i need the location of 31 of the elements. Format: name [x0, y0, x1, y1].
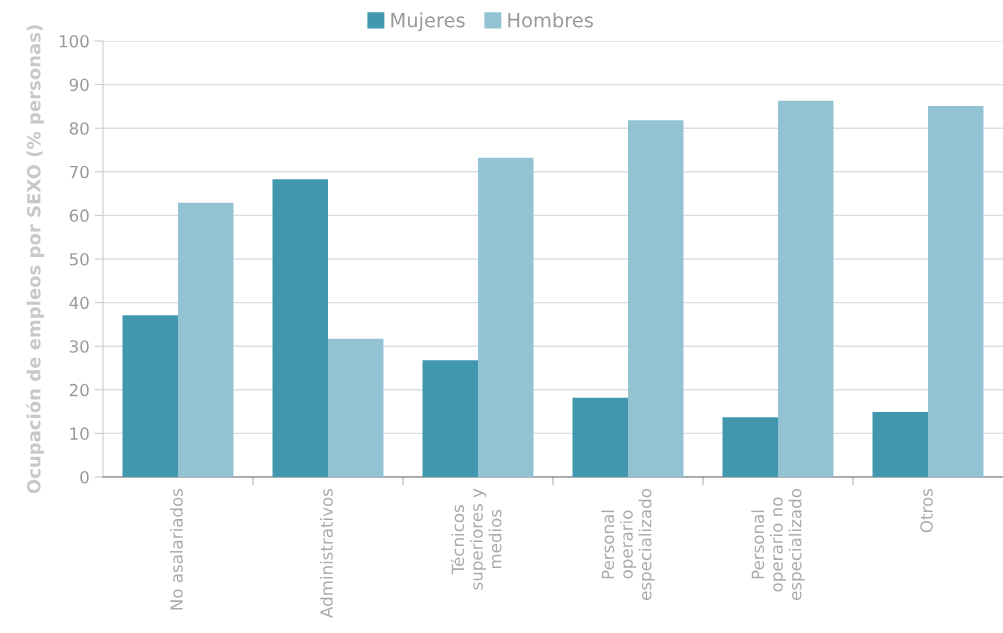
x-tick-label: Otros: [920, 488, 933, 533]
x-tick-label: Personal operario especializado: [601, 489, 655, 600]
bar: [422, 360, 478, 477]
bar: [778, 100, 834, 477]
x-tick-label: Personal operario no especializado: [751, 489, 805, 600]
y-tick-label: 60: [69, 209, 89, 222]
legend-label: Hombres: [508, 12, 593, 28]
y-tick-label: 50: [69, 252, 89, 266]
x-tick-label: No asalariados: [169, 488, 183, 610]
bar: [478, 157, 534, 477]
bar: [722, 417, 778, 477]
y-tick-label: 10: [70, 427, 89, 440]
bar: [628, 120, 684, 477]
y-tick-label: 90: [69, 78, 89, 92]
bar: [872, 412, 928, 477]
y-tick-label: 30: [69, 340, 89, 353]
bar: [178, 202, 234, 477]
bar: [272, 179, 328, 477]
y-tick-label: 0: [80, 470, 89, 484]
x-tick-label: Técnicos superiores y medios: [450, 488, 502, 590]
y-tick-label: 20: [69, 383, 89, 397]
y-tick-label: 80: [69, 122, 89, 135]
y-tick-label: 70: [69, 165, 89, 179]
bar: [328, 338, 384, 477]
legend-label: Mujeres: [391, 12, 465, 32]
bar: [122, 315, 178, 477]
bar: [928, 105, 984, 477]
y-tick-label: 40: [69, 296, 89, 310]
x-tick-label: Administrativos: [319, 488, 333, 618]
y-tick-label: 100: [59, 34, 89, 48]
bar: [572, 397, 628, 477]
